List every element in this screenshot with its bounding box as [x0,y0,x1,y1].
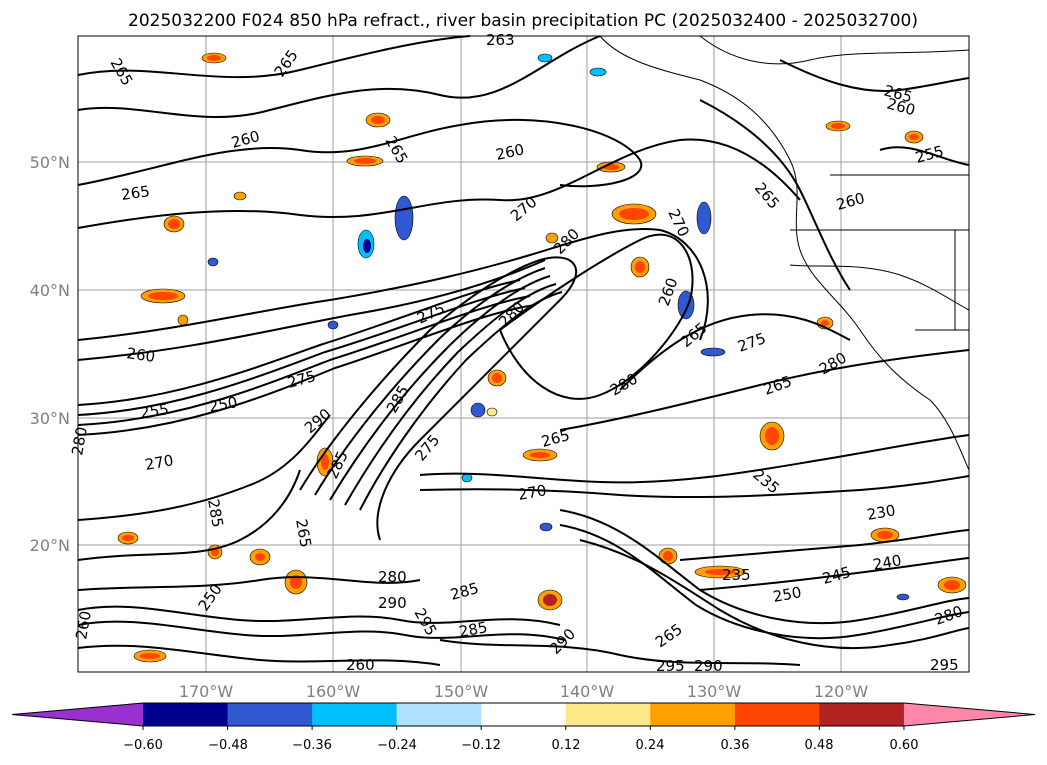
colorbar-segment [312,703,398,726]
colorbar-extend-max [903,703,1035,726]
coastline [599,35,970,471]
colorbar-tick-label: 0.60 [890,738,919,753]
colorbar-tick-label: −0.36 [292,738,332,753]
contour-label: 295 [930,656,959,674]
contour-label: 265 [292,518,315,549]
contour-label: 255 [139,400,170,422]
colorbar-segment [650,703,736,726]
colorbar-tick-label: −0.60 [123,738,163,753]
lat-label: 40°N [30,281,70,300]
colorbar-tick-label: −0.24 [377,738,417,753]
colorbar-segment [819,703,905,726]
contour-label: 290 [378,594,407,612]
colorbar-tick-label: −0.12 [461,738,501,753]
lon-label: 120°W [814,682,869,701]
precipitation-shading [117,52,967,663]
contour-label: 260 [125,344,156,366]
lon-label: 130°W [687,682,742,701]
contour-label: 265 [120,182,151,204]
lon-label: 170°W [179,682,234,701]
lon-label: 160°W [306,682,361,701]
contour-label: 260 [346,656,375,674]
colorbar-tick-label: 0.48 [805,738,834,753]
contour-label: 250 [208,393,239,416]
contour-label: 270 [517,481,548,504]
colorbar-tick-label: 0.24 [636,738,665,753]
contour-label: 280 [68,425,91,456]
lat-label: 30°N [30,409,70,428]
colorbar-segment [565,703,651,726]
contour-label: 235 [722,566,751,584]
contour-label: 280 [378,568,407,586]
contour-label: 295 [656,657,685,675]
lon-label: 140°W [560,682,615,701]
longitude-labels: 170°W 160°W 150°W 140°W 130°W 120°W [179,682,869,701]
colorbar-tick-label: 0.36 [721,738,750,753]
contour-label: 240 [872,551,903,574]
lat-label: 50°N [30,153,70,172]
colorbar-tick-label: −0.48 [208,738,248,753]
latitude-labels: 50°N 40°N 30°N 20°N [30,153,70,555]
contour-label: 263 [486,31,515,49]
map-panel: 265 265 263 260 265 260 265 265 260 255 … [68,31,970,675]
colorbar-segment [481,703,567,726]
lat-label: 20°N [30,536,70,555]
contour-label: 230 [866,501,897,524]
colorbar-segment [143,703,229,726]
figure-title: 2025032200 F024 850 hPa refract., river … [128,11,918,31]
contour-label: 290 [694,657,723,675]
contour-label: 285 [204,498,227,529]
colorbar-segment [734,703,820,726]
contour-label: 260 [494,140,526,164]
colorbar [11,702,1036,730]
colorbar-tick-label: 0.12 [552,738,581,753]
lon-label: 150°W [434,682,489,701]
colorbar-segment [227,703,313,726]
contour-label: 270 [144,451,175,474]
contour-label: 285 [458,618,489,641]
colorbar-tick-labels: −0.60 −0.48 −0.36 −0.24 −0.12 0.12 0.24 … [123,738,918,753]
refractivity-contours [77,35,970,666]
colorbar-segment [396,703,482,726]
colorbar-extend-min [12,703,143,726]
contour-label: 250 [772,583,803,606]
